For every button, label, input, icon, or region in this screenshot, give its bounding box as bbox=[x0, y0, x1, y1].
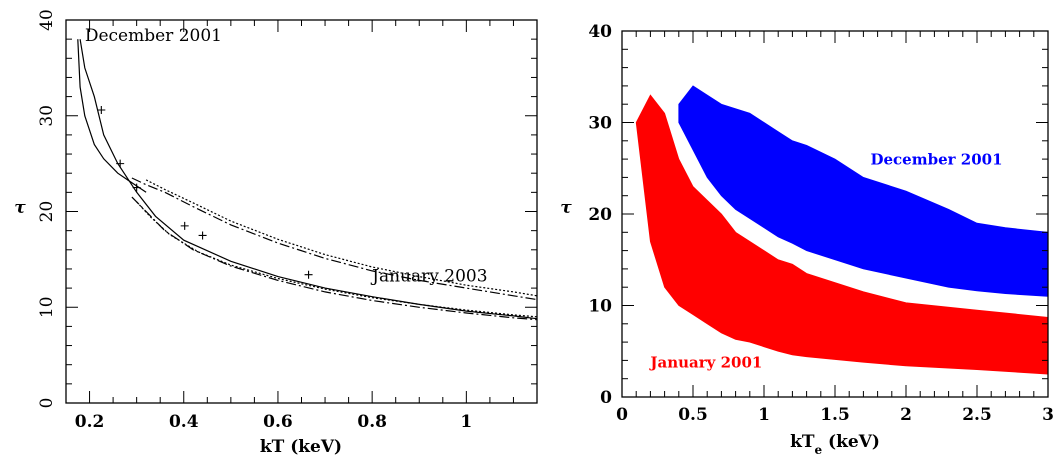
left-data-point bbox=[304, 270, 313, 279]
left-annotations: December 2001 January 2003 bbox=[85, 26, 488, 286]
right-x-axis-label-main: kT bbox=[790, 432, 815, 452]
right-x-tick-label: 1 bbox=[758, 405, 770, 425]
right-x-tick-label: 1.5 bbox=[820, 405, 850, 425]
left-annotation-2: January 2003 bbox=[370, 266, 487, 286]
left-curve-3 bbox=[131, 177, 537, 301]
left-curve-5 bbox=[131, 196, 537, 321]
right-x-tick-label: 0.5 bbox=[678, 405, 708, 425]
left-curve-1 bbox=[79, 39, 537, 320]
left-x-tick-label: 0.4 bbox=[169, 412, 199, 432]
left-y-tick-label: 40 bbox=[37, 9, 57, 31]
right-x-tick-label: 3 bbox=[1042, 405, 1054, 425]
left-data-point bbox=[180, 221, 189, 230]
right-area-january-2001 bbox=[635, 94, 1048, 375]
left-x-tick-label: 1 bbox=[460, 412, 472, 432]
left-x-axis-label: kT (keV) bbox=[260, 437, 342, 457]
right-x-tick-label: 2 bbox=[900, 405, 912, 425]
right-x-tick-label: 2.5 bbox=[962, 405, 992, 425]
left-curves bbox=[77, 39, 537, 321]
right-annotation-2: January 2001 bbox=[648, 354, 762, 372]
left-x-tick-label: 0.8 bbox=[357, 412, 387, 432]
left-data-point bbox=[132, 183, 141, 192]
left-y-tick-label: 20 bbox=[37, 201, 57, 223]
right-y-tick-label: 0 bbox=[600, 388, 612, 408]
left-data-point bbox=[97, 106, 106, 115]
right-area-december-2001 bbox=[678, 85, 1048, 297]
left-x-tick-label: 0.6 bbox=[263, 412, 293, 432]
left-points bbox=[97, 106, 313, 279]
left-curve-2 bbox=[77, 39, 147, 193]
left-y-tick-label: 0 bbox=[37, 398, 57, 409]
right-y-tick-label: 20 bbox=[588, 205, 612, 225]
right-x-axis-label-sub: e bbox=[815, 443, 823, 457]
left-curve-4 bbox=[145, 179, 537, 297]
right-x-tick-label: 0 bbox=[616, 405, 628, 425]
right-y-tick-label: 10 bbox=[588, 297, 612, 317]
right-x-axis-label: kTe (keV) bbox=[790, 432, 880, 457]
right-y-axis-label: τ bbox=[560, 198, 572, 218]
right-areas bbox=[635, 85, 1048, 375]
left-curve-6 bbox=[136, 201, 537, 318]
left-data-point bbox=[116, 159, 125, 168]
left-plot-frame bbox=[65, 19, 538, 404]
left-y-tick-label: 30 bbox=[37, 105, 57, 127]
left-y-axis-label: τ bbox=[14, 198, 26, 218]
left-annotation-1: December 2001 bbox=[85, 26, 222, 46]
right-annotations: December 2001 January 2001 bbox=[648, 151, 1002, 372]
right-x-axis-label-suffix: (keV) bbox=[822, 432, 880, 452]
left-x-tick-label: 0.2 bbox=[75, 412, 105, 432]
right-annotation-1: December 2001 bbox=[871, 151, 1003, 169]
right-y-tick-label: 30 bbox=[588, 114, 612, 134]
right-y-tick-label: 40 bbox=[588, 22, 612, 42]
left-data-point bbox=[198, 231, 207, 240]
left-y-tick-label: 10 bbox=[37, 296, 57, 318]
